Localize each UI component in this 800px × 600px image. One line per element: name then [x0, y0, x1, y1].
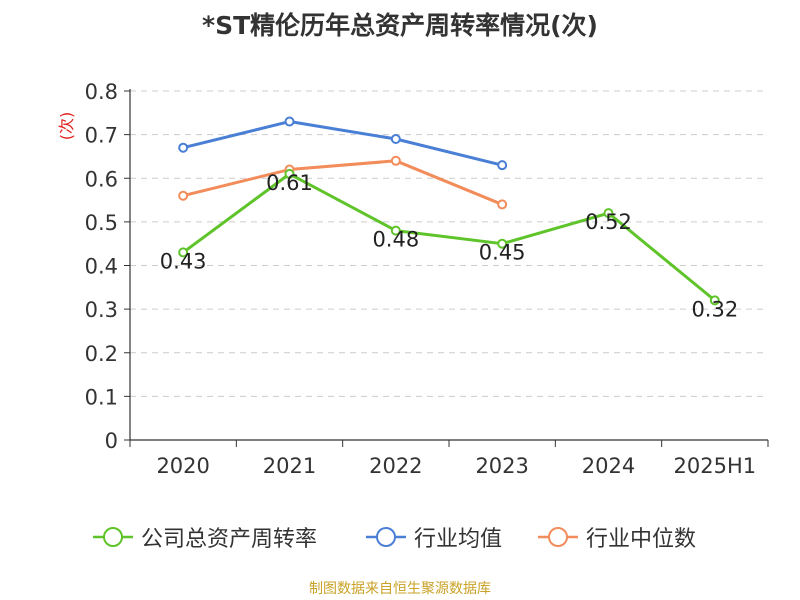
data-point[interactable] [178, 190, 189, 201]
data-label: 0.48 [372, 228, 419, 252]
x-tick-label: 2021 [263, 454, 316, 478]
legend-label-industry-median: 行业中位数 [586, 527, 697, 552]
data-point[interactable] [178, 142, 189, 153]
data-point[interactable] [178, 247, 189, 258]
data-label: 0.43 [160, 249, 207, 273]
data-labels: 0.43 0.61 0.48 0.45 0.52 0.32 [160, 171, 738, 322]
data-label: 0.52 [585, 210, 632, 234]
data-label: 0.61 [266, 171, 313, 195]
data-point[interactable] [390, 225, 401, 236]
legend: 公司总资产周转率 行业均值 行业中位数 [0, 521, 800, 553]
x-tick-label: 2025H1 [674, 454, 757, 478]
data-point[interactable] [603, 208, 614, 219]
y-tick-label: 0.7 [85, 124, 118, 148]
legend-item-company[interactable]: 公司总资产周转率 [93, 521, 317, 553]
y-tick-label: 0.2 [85, 342, 118, 366]
data-point[interactable] [284, 116, 295, 127]
source-credit: 制图数据来自恒生聚源数据库 [309, 581, 491, 597]
legend-marker-company [93, 527, 133, 547]
data-point[interactable] [497, 199, 508, 210]
x-tick-label: 2024 [582, 454, 635, 478]
grid-lines [130, 90, 768, 397]
legend-marker-industry-median [538, 527, 578, 547]
y-tick-label: 0.5 [85, 211, 118, 235]
legend-label-company: 公司总资产周转率 [141, 527, 318, 552]
data-point[interactable] [390, 155, 401, 166]
legend-item-industry-avg[interactable]: 行业均值 [366, 521, 502, 553]
series-line-2 [182, 159, 503, 206]
data-point[interactable] [284, 168, 295, 179]
data-label: 0.32 [691, 297, 738, 321]
legend-marker-industry-avg [366, 527, 406, 547]
y-axis-label: (次) [57, 112, 76, 141]
data-point[interactable] [390, 133, 401, 144]
y-tick-label: 0.6 [85, 167, 118, 191]
data-point[interactable] [709, 295, 720, 306]
axes: 0 0.1 0.2 0.3 0.4 0.5 0.6 0.7 0.8 2020 2021 2022 202… [85, 80, 769, 478]
y-tick-label: 0.3 [85, 298, 118, 322]
x-tick-label: 2022 [369, 454, 422, 478]
y-tick-label: 0.4 [85, 255, 118, 279]
data-label: 0.45 [479, 241, 526, 265]
data-point[interactable] [497, 160, 508, 171]
data-point[interactable] [497, 238, 508, 249]
y-tick-label: 0.1 [85, 385, 118, 409]
chart-title: *ST精伦历年总资产周转率情况(次) [202, 11, 598, 40]
legend-label-industry-avg: 行业均值 [414, 527, 503, 552]
y-tick-label: 0 [105, 429, 118, 453]
y-tick-label: 0.8 [85, 80, 118, 104]
series-line-0 [182, 172, 716, 302]
x-tick-label: 2020 [156, 454, 209, 478]
series-line-1 [182, 120, 503, 167]
legend-item-industry-median[interactable]: 行业中位数 [538, 521, 696, 553]
series-lines [178, 116, 720, 306]
x-tick-label: 2023 [475, 454, 528, 478]
